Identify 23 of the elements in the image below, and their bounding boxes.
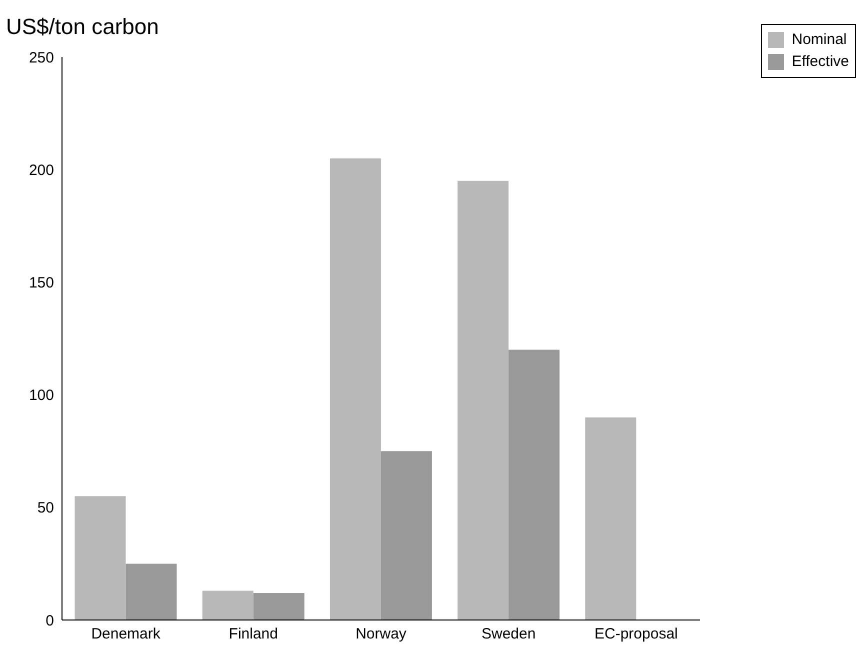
y-tick-label: 150 <box>28 274 54 292</box>
bar <box>253 592 304 620</box>
x-tick-label: Finland <box>228 626 278 643</box>
y-tick-label: 0 <box>46 612 54 630</box>
y-tick-label: 200 <box>28 162 54 179</box>
legend-label: Nominal <box>792 30 847 50</box>
y-tick-label: 250 <box>28 49 54 66</box>
bar <box>202 590 254 620</box>
y-axis-title: US$/ton carbon <box>6 14 159 40</box>
bar <box>126 564 177 620</box>
bar <box>508 350 560 620</box>
bar <box>74 496 126 620</box>
legend-label: Effective <box>792 52 849 72</box>
bar <box>380 451 432 620</box>
bar <box>585 417 636 620</box>
y-tick-label: 100 <box>28 387 54 404</box>
bar <box>330 158 381 620</box>
x-tick-label: EC-proposal <box>594 626 678 643</box>
x-tick-label: Norway <box>356 626 407 643</box>
y-tick-label: 50 <box>37 500 54 517</box>
x-tick-label: Denemark <box>91 626 161 643</box>
bar <box>458 180 509 620</box>
x-tick-label: Sweden <box>481 626 536 643</box>
